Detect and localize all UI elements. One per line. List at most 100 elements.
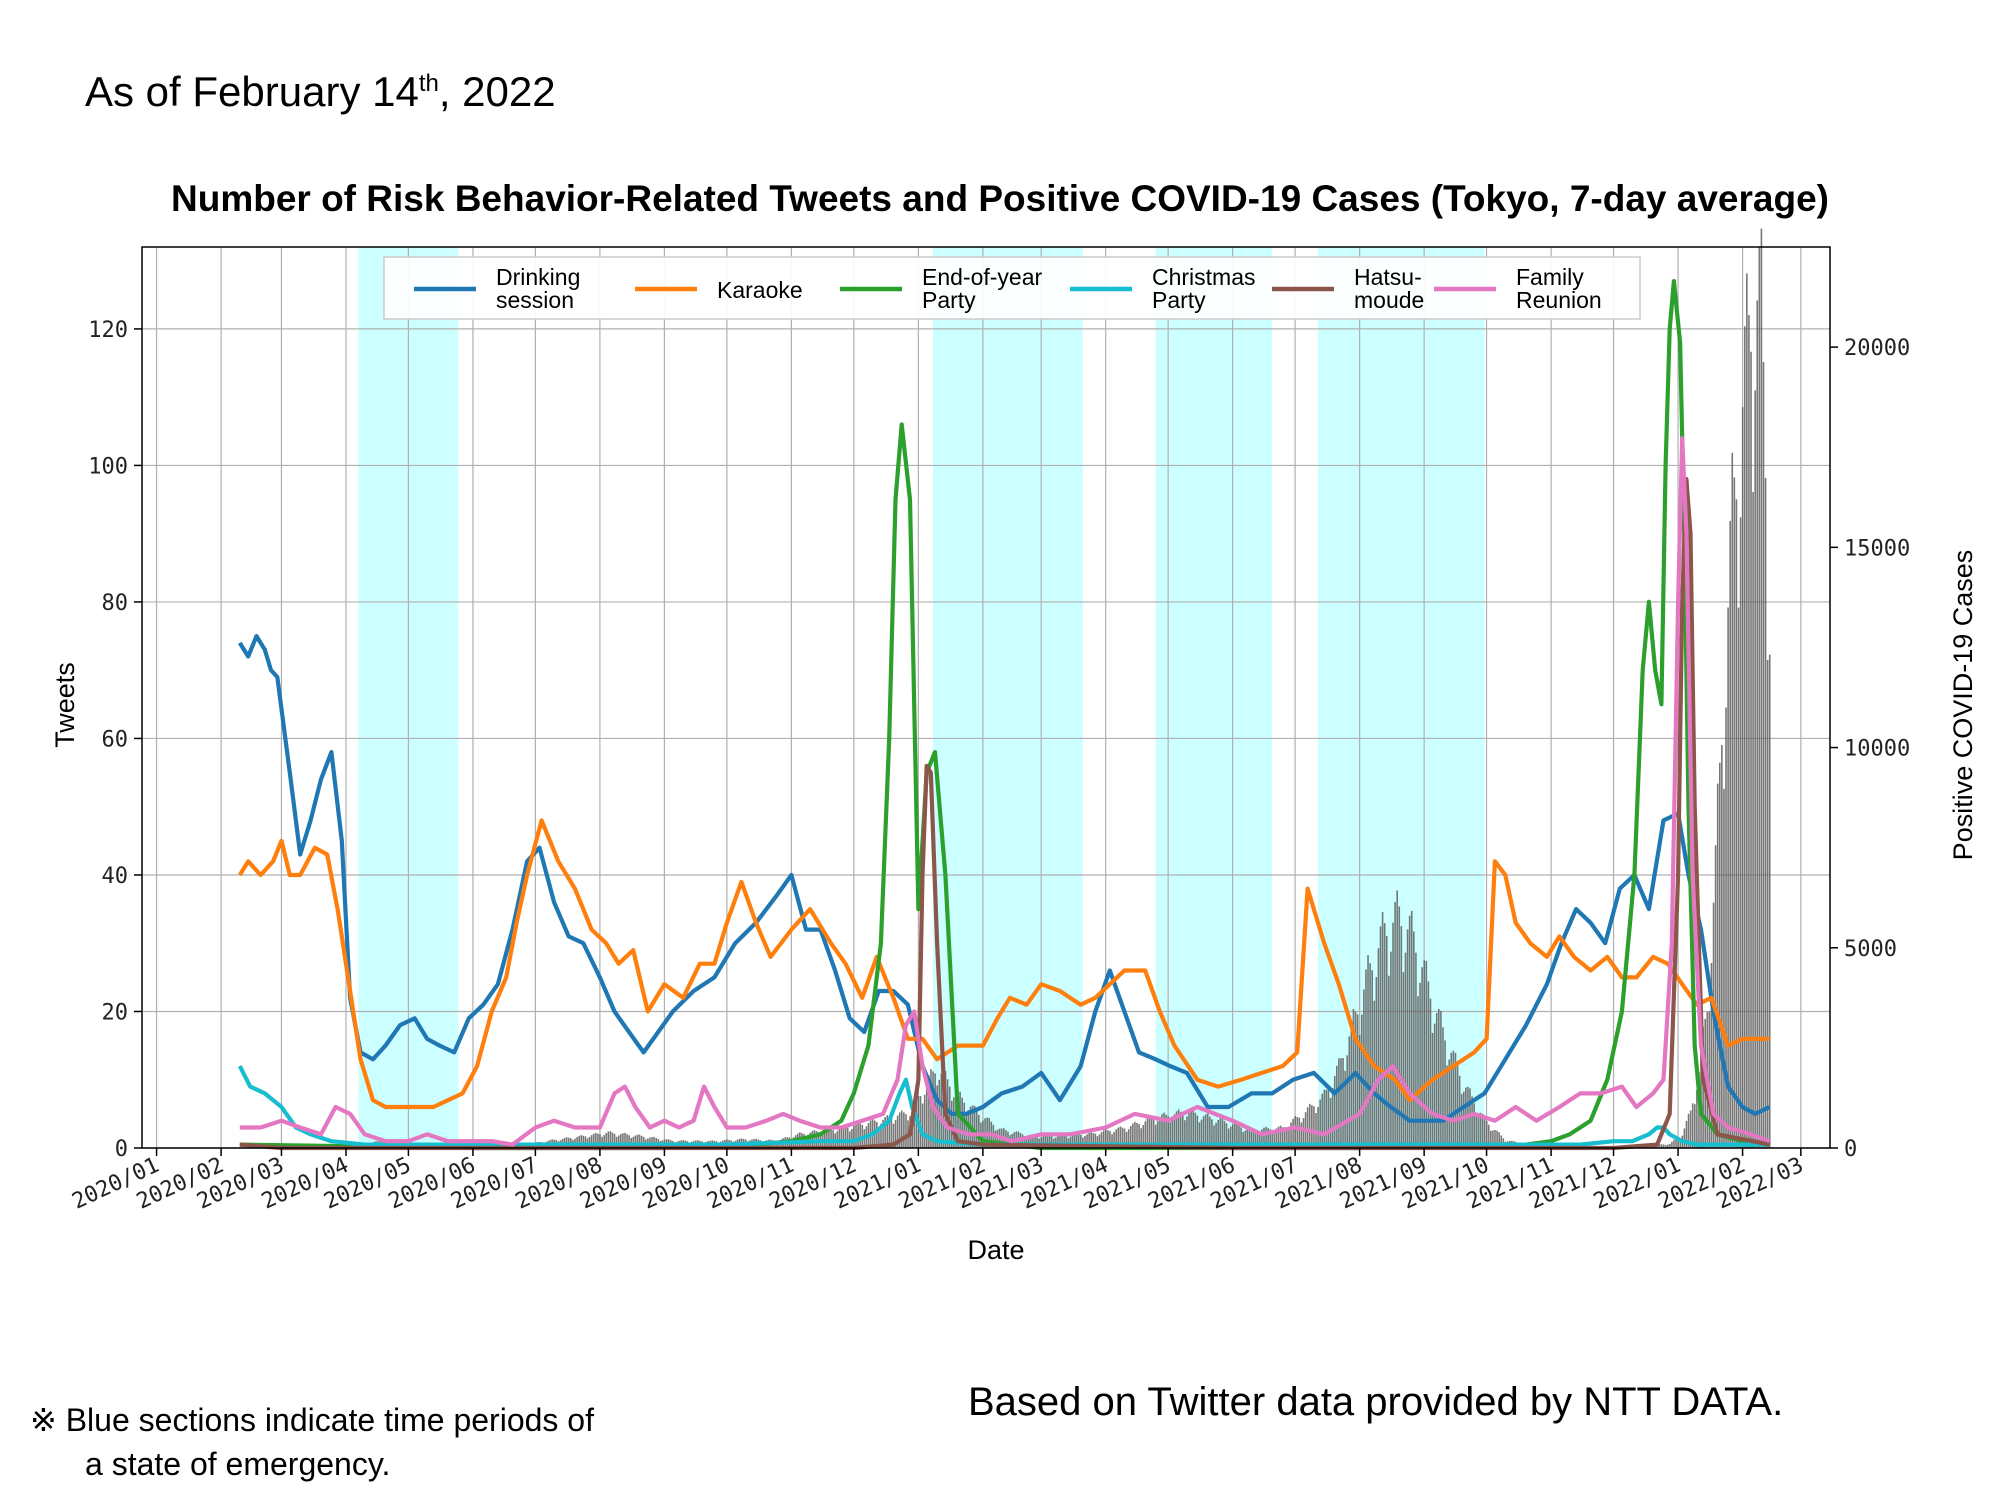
- note-line-2: a state of emergency.: [85, 1446, 391, 1482]
- cases-bar: [978, 1114, 980, 1148]
- y-axis-label: Tweets: [50, 662, 80, 748]
- cases-bar: [1286, 1130, 1288, 1148]
- series-lines: [237, 279, 1771, 1151]
- cases-bar: [1356, 1014, 1359, 1148]
- cases-bar: [1469, 1088, 1471, 1148]
- cases-bar: [1731, 452, 1734, 1148]
- cases-bar: [1213, 1125, 1215, 1148]
- cases-bar: [826, 1129, 828, 1148]
- cases-bar: [1025, 1136, 1028, 1148]
- cases-bar: [1308, 1103, 1311, 1148]
- cases-bar: [1766, 659, 1769, 1148]
- cases-bar: [1065, 1135, 1068, 1148]
- cases-bar: [1034, 1135, 1036, 1148]
- cases-bar: [1354, 1011, 1357, 1148]
- cases-bar: [1154, 1124, 1157, 1148]
- series-line-family-reunion: [239, 436, 1771, 1147]
- chart-title: Number of Risk Behavior-Related Tweets a…: [171, 178, 1829, 219]
- legend-label-line: Drinking: [496, 264, 580, 290]
- legend-label-line: session: [496, 287, 574, 313]
- legend-label-line: End-of-year: [922, 264, 1043, 290]
- cases-bar: [1134, 1121, 1136, 1148]
- cases-bar: [1475, 1114, 1478, 1148]
- legend-label-end-of-year-party: End-of-year Party: [922, 264, 1043, 313]
- cases-bar: [1460, 1093, 1463, 1148]
- cases-bar: [1217, 1119, 1219, 1148]
- legend-label-line: Reunion: [1516, 287, 1602, 313]
- cases-bar: [1046, 1134, 1049, 1148]
- cases-bar: [1311, 1105, 1313, 1148]
- cases-bar: [1148, 1116, 1151, 1148]
- cases-bar: [890, 1118, 893, 1148]
- cases-bar: [1080, 1135, 1082, 1148]
- cases-bar: [948, 1086, 951, 1148]
- cases-bar: [1259, 1131, 1261, 1148]
- cases-bar: [832, 1130, 834, 1148]
- cases-bar: [1683, 1128, 1686, 1148]
- cases-bar: [1727, 607, 1729, 1148]
- cases-bar: [1375, 977, 1378, 1148]
- cases-bar: [1746, 273, 1748, 1148]
- cases-bar: [1739, 517, 1742, 1148]
- cases-bar: [973, 1105, 976, 1148]
- cases-bar: [1723, 788, 1725, 1148]
- legend-label-hatsu-moude: Hatsu-moude: [1354, 264, 1424, 313]
- cases-bar: [840, 1126, 843, 1148]
- emergency-band-2: [932, 247, 1083, 1148]
- y-tick-label: 100: [88, 454, 128, 479]
- cases-bar: [1494, 1129, 1496, 1148]
- cases-bar: [1454, 1052, 1457, 1148]
- cases-bar: [1165, 1114, 1167, 1148]
- cases-bar: [1283, 1127, 1286, 1148]
- cases-bar: [1077, 1134, 1080, 1148]
- cases-bar: [1075, 1133, 1078, 1148]
- cases-bar: [1223, 1120, 1226, 1148]
- cases-bar: [1242, 1131, 1244, 1148]
- cases-bar: [1069, 1136, 1072, 1148]
- cases-bar: [894, 1120, 897, 1148]
- cases-bar: [578, 1135, 580, 1148]
- cases-bar: [1144, 1121, 1147, 1148]
- cases-bar: [946, 1079, 949, 1148]
- cases-bar: [1425, 960, 1428, 1148]
- cases-bar: [1048, 1135, 1051, 1148]
- series-line-karaoke: [238, 818, 1770, 1110]
- cases-bar: [959, 1091, 961, 1148]
- cases-bar: [878, 1126, 880, 1148]
- cases-bar: [855, 1123, 857, 1148]
- cases-bar: [1658, 1144, 1661, 1148]
- cases-bar: [1666, 1144, 1669, 1148]
- legend-label-line: Family: [1516, 264, 1584, 290]
- cases-bar: [1177, 1109, 1180, 1148]
- cases-bar: [957, 1091, 959, 1148]
- cases-bar: [1209, 1116, 1211, 1148]
- cases-bar: [1408, 915, 1411, 1148]
- cases-bar: [1496, 1130, 1498, 1148]
- cases-bar: [1140, 1128, 1142, 1148]
- cases-bar: [599, 1134, 601, 1148]
- cases-bar: [1021, 1134, 1024, 1148]
- cases-bar: [1346, 1055, 1349, 1148]
- cases-bar: [971, 1105, 974, 1148]
- cases-bar: [603, 1135, 605, 1148]
- cases-bar: [1215, 1122, 1217, 1148]
- legend-box: [383, 256, 1641, 320]
- cases-bar: [1171, 1118, 1174, 1148]
- cases-bar: [888, 1116, 891, 1148]
- cases-bar: [1694, 1104, 1696, 1148]
- cases-bar: [1367, 955, 1369, 1148]
- cases-bar: [1115, 1129, 1117, 1148]
- cases-bar: [1363, 989, 1365, 1148]
- cases-bar: [1167, 1116, 1170, 1148]
- cases-bar: [1071, 1135, 1074, 1148]
- cases-bar: [1689, 1110, 1692, 1148]
- cases-bar: [1323, 1089, 1326, 1148]
- cases-bar: [1073, 1134, 1076, 1148]
- cases-bar: [1329, 1098, 1332, 1148]
- cases-bar: [1388, 975, 1390, 1148]
- cases-bar: [1444, 1040, 1446, 1148]
- as-of-suffix: , 2022: [438, 68, 556, 115]
- cases-bar: [1492, 1130, 1494, 1148]
- y-tick-label: 0: [115, 1137, 128, 1162]
- cases-bar: [892, 1123, 895, 1148]
